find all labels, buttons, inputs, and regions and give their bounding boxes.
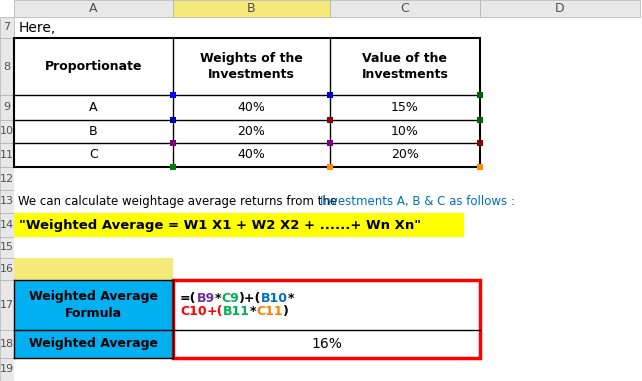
Bar <box>0 38 14 95</box>
Text: 15: 15 <box>0 242 14 253</box>
Bar <box>14 213 464 237</box>
Bar <box>0 237 14 258</box>
Bar <box>0 120 14 143</box>
Text: 10: 10 <box>0 126 14 136</box>
Text: Weighted Average: Weighted Average <box>29 338 158 351</box>
Text: ): ) <box>283 305 289 318</box>
Bar <box>14 280 173 358</box>
Text: 20%: 20% <box>391 149 419 162</box>
Text: 10%: 10% <box>391 125 419 138</box>
Text: C9: C9 <box>221 292 239 305</box>
Text: 17: 17 <box>0 300 14 310</box>
Text: 13: 13 <box>0 197 14 207</box>
Text: 16%: 16% <box>311 337 342 351</box>
Bar <box>0 95 14 120</box>
Text: 40%: 40% <box>238 149 265 162</box>
Text: 9: 9 <box>3 102 10 112</box>
Text: 11: 11 <box>0 150 14 160</box>
Bar <box>0 330 14 358</box>
Text: B9: B9 <box>196 292 214 305</box>
Text: *: * <box>288 292 295 305</box>
Text: B: B <box>247 2 256 15</box>
Bar <box>0 167 14 190</box>
Text: 15%: 15% <box>391 101 419 114</box>
Bar <box>0 213 14 237</box>
Text: Investments A, B & C as follows :: Investments A, B & C as follows : <box>320 195 515 208</box>
Text: C11: C11 <box>257 305 283 318</box>
Text: =(: =( <box>180 292 196 305</box>
Bar <box>0 358 14 381</box>
Text: C10: C10 <box>180 305 207 318</box>
Bar <box>14 0 173 17</box>
Bar <box>330 0 480 17</box>
Text: 20%: 20% <box>238 125 265 138</box>
Bar <box>0 143 14 167</box>
Text: +(: +( <box>207 305 223 318</box>
Text: C: C <box>401 2 410 15</box>
Bar <box>173 0 330 17</box>
Text: 19: 19 <box>0 365 14 375</box>
Bar <box>0 280 14 330</box>
Text: *: * <box>214 292 221 305</box>
Bar <box>173 280 480 358</box>
Text: Weighted Average
Formula: Weighted Average Formula <box>29 290 158 320</box>
Text: A: A <box>89 2 98 15</box>
Text: C: C <box>89 149 98 162</box>
Text: Proportionate: Proportionate <box>45 60 143 73</box>
Bar <box>480 0 640 17</box>
Text: 16: 16 <box>0 264 14 274</box>
Text: Weights of the
Investments: Weights of the Investments <box>200 52 303 81</box>
Text: B11: B11 <box>223 305 250 318</box>
Text: B: B <box>89 125 98 138</box>
Text: Here,: Here, <box>19 21 56 35</box>
Text: )+(: )+( <box>239 292 261 305</box>
Text: "Weighted Average = W1 X1 + W2 X2 + ......+ Wn Xn": "Weighted Average = W1 X1 + W2 X2 + ....… <box>19 218 421 232</box>
Bar <box>0 190 14 213</box>
Text: 8: 8 <box>3 61 10 72</box>
Text: 14: 14 <box>0 220 14 230</box>
Text: B10: B10 <box>261 292 288 305</box>
Bar <box>14 258 173 280</box>
Text: 18: 18 <box>0 339 14 349</box>
Text: 12: 12 <box>0 173 14 184</box>
Text: 7: 7 <box>3 22 10 32</box>
Text: *: * <box>250 305 257 318</box>
Text: Value of the
Investments: Value of the Investments <box>361 52 449 81</box>
Text: We can calculate weightage average returns from the: We can calculate weightage average retur… <box>18 195 341 208</box>
Bar <box>14 38 480 167</box>
Text: A: A <box>89 101 98 114</box>
Text: 40%: 40% <box>238 101 265 114</box>
Text: D: D <box>555 2 565 15</box>
Bar <box>0 258 14 280</box>
Bar <box>0 17 14 38</box>
